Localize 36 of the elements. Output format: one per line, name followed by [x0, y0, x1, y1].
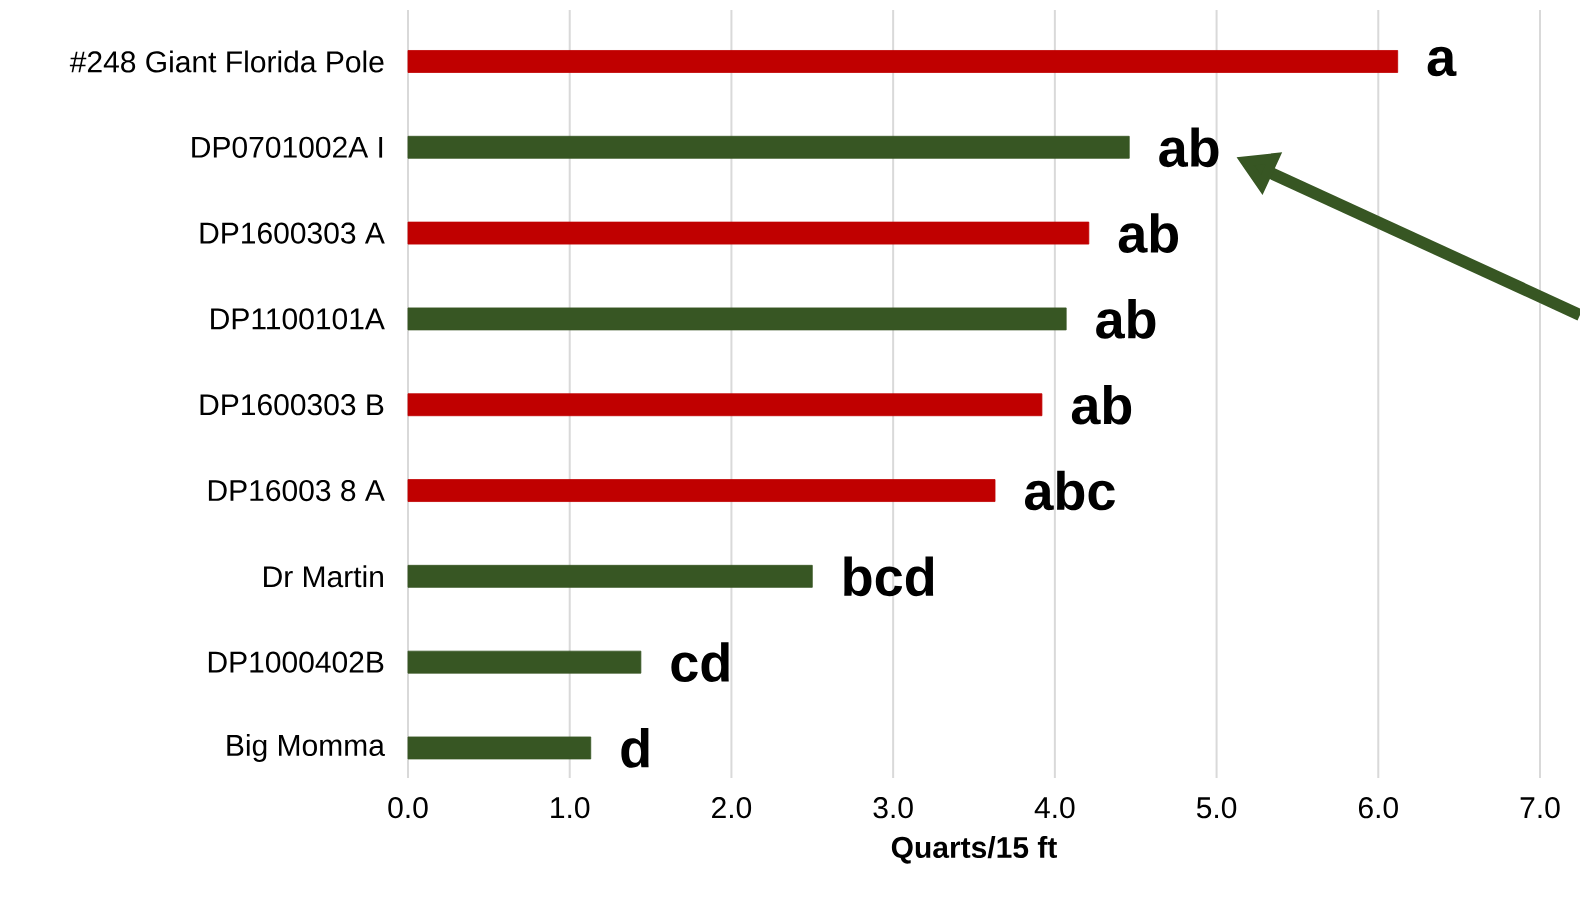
x-tick-label: 5.0 — [1196, 797, 1237, 819]
bar — [407, 736, 592, 760]
annotation: a — [1427, 46, 1457, 77]
annotation: ab — [1118, 213, 1179, 253]
x-tick-label: 1.0 — [551, 797, 590, 819]
y-tick-label: Dr Martin — [264, 565, 383, 588]
bar — [407, 50, 1399, 73]
x-tick-label: 4.0 — [1034, 797, 1075, 819]
x-tick-label: 0.0 — [388, 797, 428, 819]
y-tick-label: Big Momma — [227, 733, 385, 762]
annotation: ab — [1071, 384, 1132, 425]
x-tick-label: 3.0 — [873, 797, 913, 819]
x-tick-label: 6.0 — [1358, 797, 1398, 819]
bar — [407, 650, 642, 674]
annotation: ab — [1096, 299, 1156, 339]
y-tick-label: DP0701002A I — [192, 136, 383, 158]
bar — [407, 221, 1090, 245]
y-tick-label: DP16003 8 A — [208, 479, 385, 502]
y-tick-label: #248 Giant Florida Pole — [69, 50, 384, 73]
annotation: bcd — [844, 556, 934, 597]
y-tick-label: DP1600303 B — [200, 394, 384, 416]
y-tick-label: DP1000402B — [208, 651, 384, 673]
bar — [407, 307, 1067, 331]
bar — [407, 479, 996, 502]
bar — [407, 393, 1043, 417]
annotation: d — [621, 728, 649, 768]
annotation: ab — [1159, 127, 1219, 168]
annotation: abc — [1024, 470, 1115, 511]
x-axis-title: Quarts/15 ft — [891, 836, 1057, 864]
bar — [407, 135, 1130, 159]
x-tick-label: 2.0 — [712, 797, 752, 819]
y-tick-label: DP1100101A — [211, 308, 385, 330]
x-tick-label: 7.0 — [1520, 797, 1560, 819]
annotation: cd — [671, 642, 729, 682]
y-tick-label: DP1600303 A — [200, 222, 385, 244]
bar — [407, 564, 813, 588]
